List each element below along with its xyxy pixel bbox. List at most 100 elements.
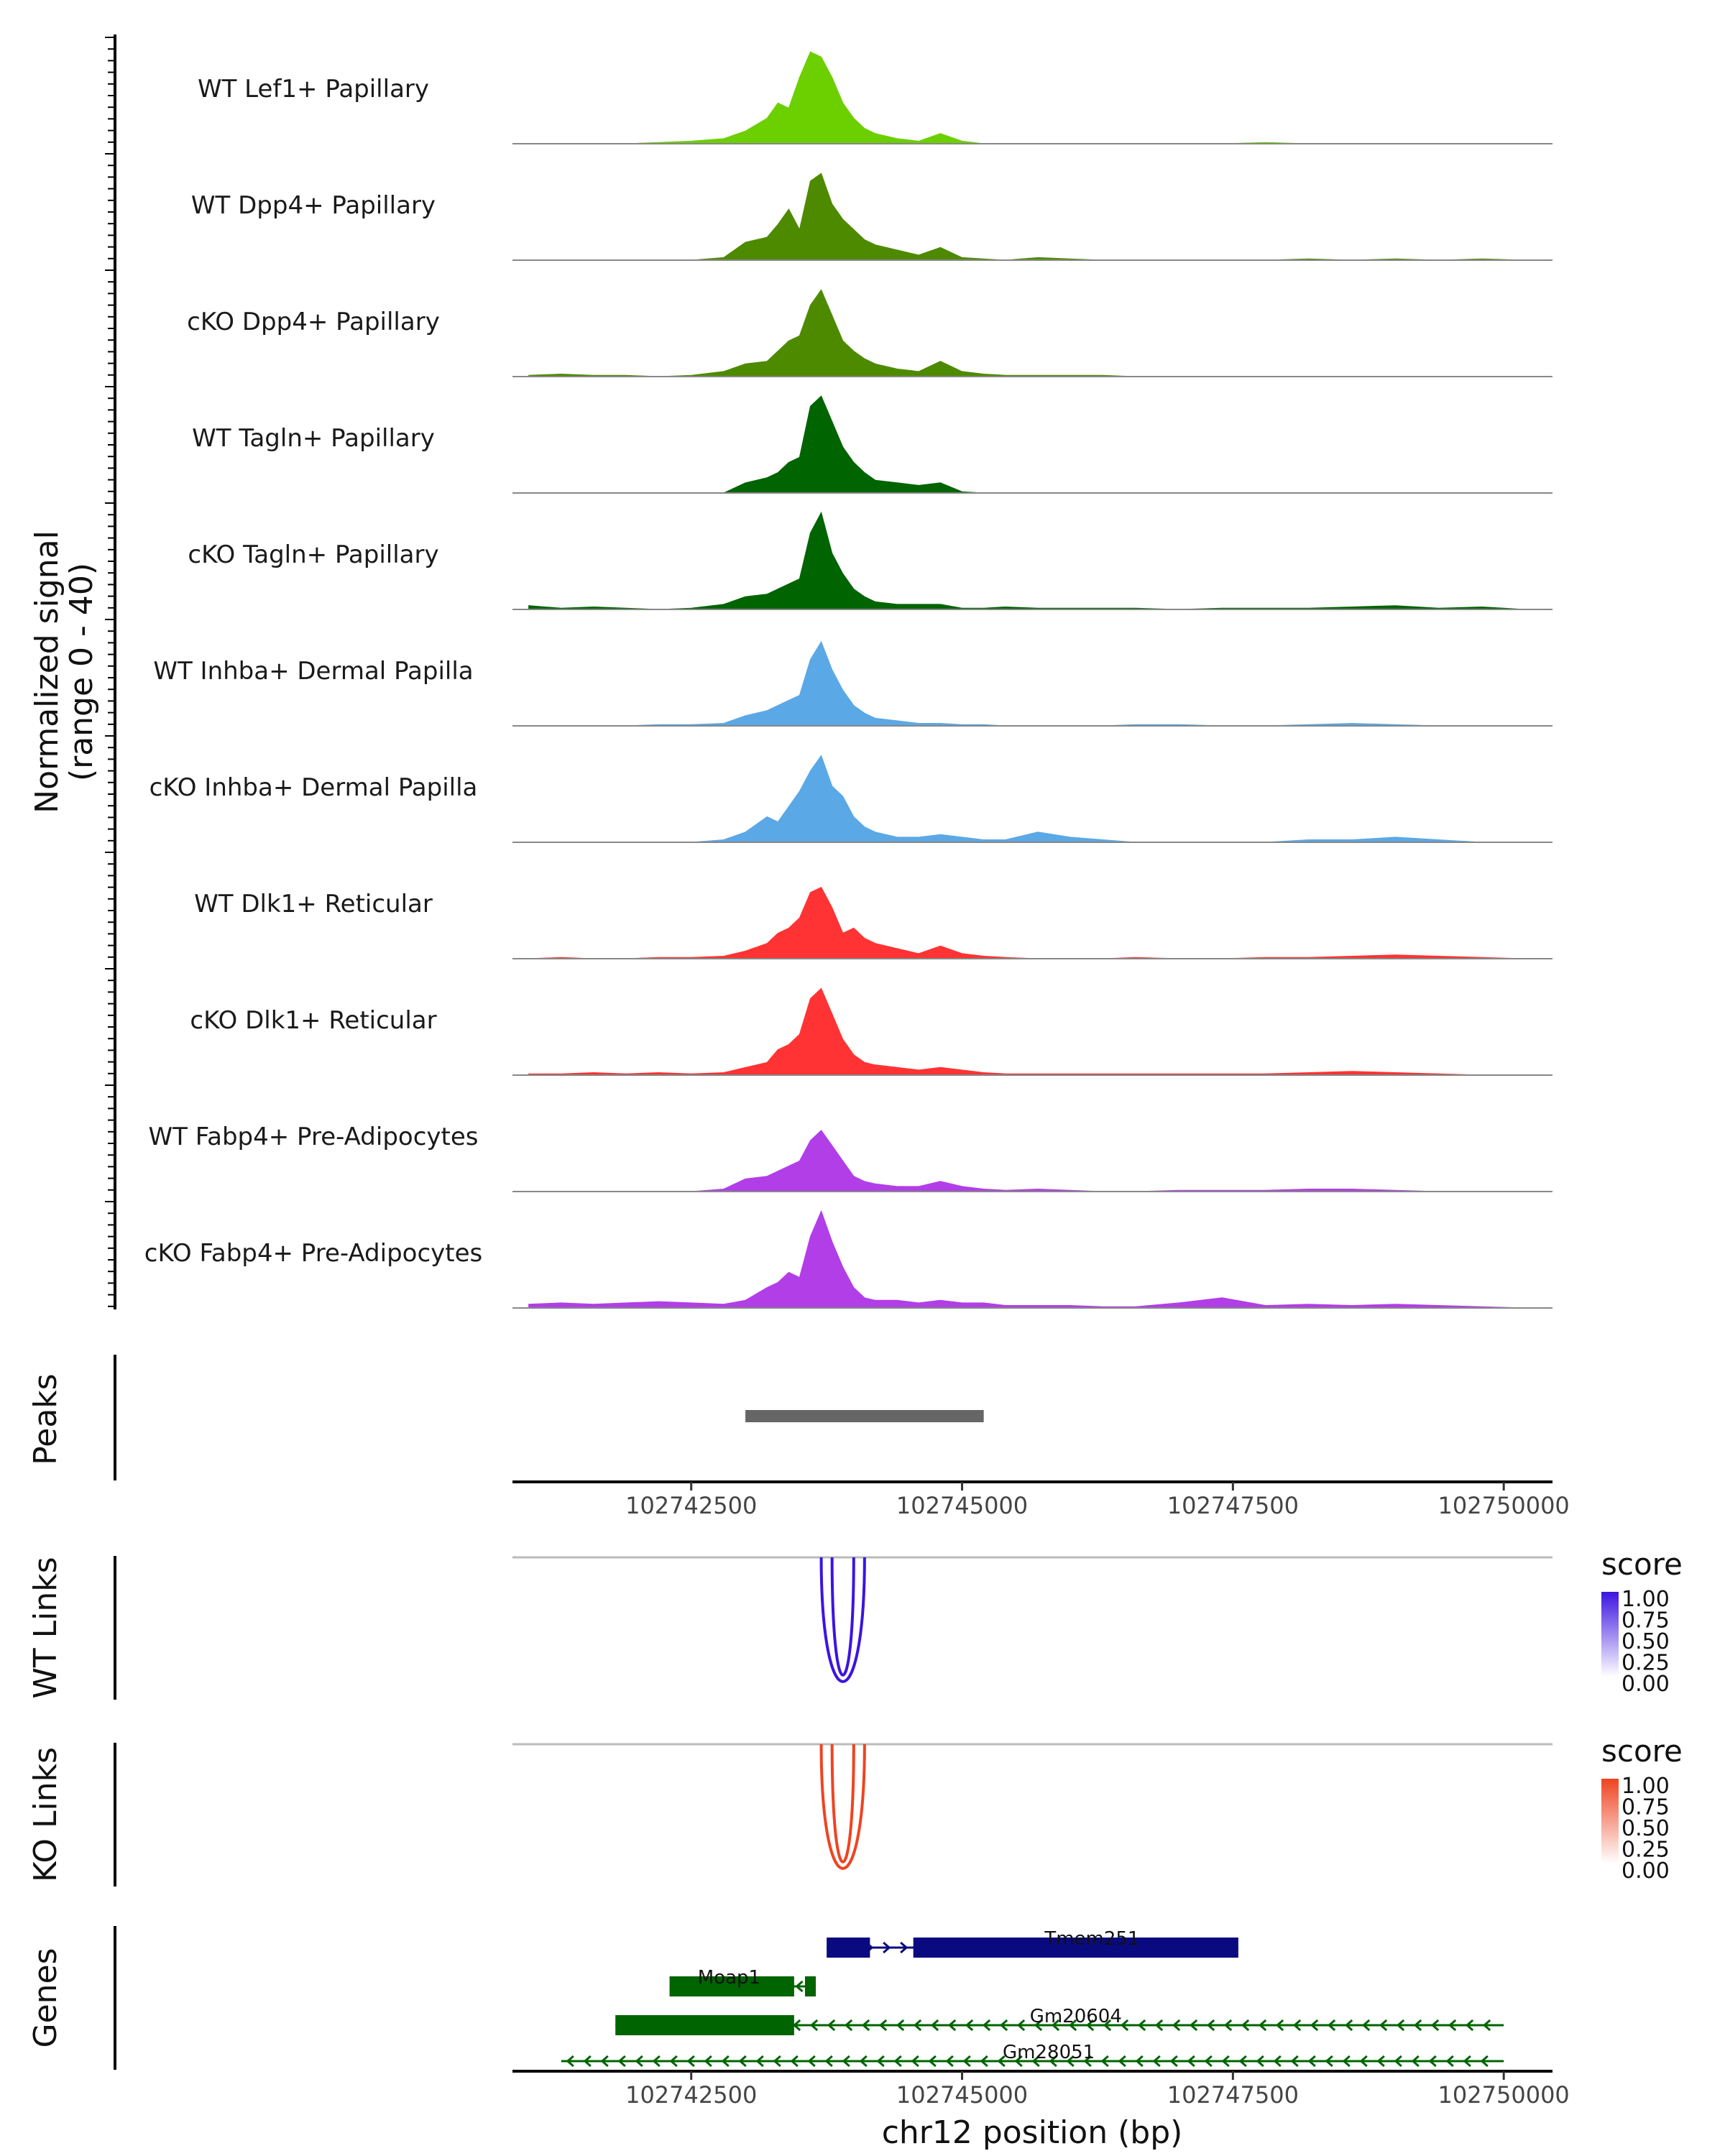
strand-chevron (859, 2055, 868, 2068)
strand-chevron (1034, 2019, 1043, 2032)
gene-model: Gm20604 (615, 2006, 1504, 2035)
strand-chevron (635, 2055, 643, 2068)
legend-tick-label: 0.25 (1622, 1838, 1670, 1863)
strand-chevron (997, 2055, 1006, 2068)
legend-tick-label: 0.75 (1622, 1795, 1670, 1820)
coverage-track: WT Tagln+ Papillary (192, 395, 1552, 494)
x-tick-label: 102750000 (1438, 2081, 1570, 2109)
links-track: WT Links score 1.000.750.500.250.00 (27, 1547, 1683, 1700)
peaks-x-ticks: 102742500 102745000 102747500 102750000 (625, 1482, 1570, 1519)
genes-track-label: Genes (27, 1948, 64, 2047)
legend-tick-label: 0.00 (1622, 1858, 1670, 1884)
gene-exon (615, 2015, 794, 2035)
strand-chevron (1482, 2019, 1491, 2032)
legend-tick-label: 0.50 (1622, 1816, 1670, 1841)
strand-chevron (600, 2055, 609, 2068)
strand-chevron (669, 2055, 678, 2068)
strand-chevron (1394, 2055, 1402, 2068)
strand-chevron (583, 2055, 592, 2068)
strand-chevron (1396, 2019, 1405, 2032)
strand-chevron (1413, 2019, 1422, 2032)
strand-chevron (1290, 2055, 1299, 2068)
strand-chevron (1204, 2055, 1213, 2068)
strand-chevron (861, 2019, 870, 2032)
strand-chevron (1480, 2055, 1489, 2068)
strand-chevron (1031, 2055, 1040, 2068)
strand-chevron (721, 2055, 730, 2068)
coverage-track: cKO Dlk1+ Reticular (190, 987, 1552, 1076)
coverage-area (528, 886, 1526, 959)
strand-chevron (1223, 2019, 1233, 2032)
coverage-track: cKO Dpp4+ Papillary (187, 289, 1552, 377)
strand-chevron (1085, 2019, 1095, 2032)
strand-chevron (1118, 2055, 1126, 2068)
strand-chevron (1256, 2055, 1264, 2068)
gene-label: Gm28051 (1003, 2042, 1095, 2063)
peaks-track-label: Peaks (27, 1373, 64, 1465)
strand-chevron (686, 2055, 695, 2068)
strand-chevron (1411, 2055, 1420, 2068)
strand-chevron (842, 2055, 850, 2068)
strand-chevron (1238, 2055, 1247, 2068)
strand-chevron (1016, 2019, 1026, 2032)
coverage-tracks: WT Lef1+ Papillary WT Dpp4+ Papillary cKO … (144, 51, 1552, 1309)
strand-chevron (755, 2055, 764, 2068)
coverage-area (528, 987, 1526, 1076)
strand-chevron (795, 1980, 804, 1993)
strand-chevron (827, 2019, 836, 2032)
legend-tick-label: 0.00 (1622, 1672, 1670, 1697)
strand-chevron (1430, 2019, 1440, 2032)
coverage-track: WT Lef1+ Papillary (198, 51, 1552, 144)
strand-chevron (1066, 2055, 1075, 2068)
coverage-area (528, 1210, 1526, 1309)
legend-tick-label: 0.25 (1622, 1651, 1670, 1676)
coverage-track: WT Fabp4+ Pre-Adipocytes (149, 1123, 1552, 1192)
strand-chevron (1014, 2055, 1023, 2068)
strand-chevron (1376, 2055, 1385, 2068)
legend-tick-label: 0.75 (1622, 1608, 1670, 1634)
track-label: cKO Inhba+ Dermal Papilla (150, 773, 478, 802)
strand-chevron (617, 2055, 626, 2068)
strand-chevron (1120, 2019, 1129, 2032)
strand-chevron (1379, 2019, 1388, 2032)
x-axis-title: chr12 position (bp) (882, 2114, 1183, 2151)
gene-annotations: Tmem251 Moap1 Gm20604 Gm28051 (561, 1928, 1504, 2068)
strand-chevron (913, 2019, 922, 2032)
strand-chevron (1049, 2055, 1057, 2068)
strand-chevron (1083, 2055, 1092, 2068)
strand-chevron (790, 2055, 799, 2068)
strand-chevron (999, 2019, 1008, 2032)
coverage-area (528, 755, 1526, 843)
strand-chevron (1051, 2019, 1060, 2032)
links-track-label: KO Links (27, 1747, 64, 1882)
legend-colorbar (1601, 1592, 1619, 1677)
coverage-track: cKO Tagln+ Papillary (188, 511, 1552, 610)
y-axis-title-line2: (range 0 - 40) (63, 563, 100, 781)
peak-region (745, 1410, 984, 1422)
strand-chevron (824, 2055, 833, 2068)
link-arc (830, 1557, 855, 1677)
peaks-regions (745, 1410, 984, 1422)
strand-chevron (1310, 2019, 1319, 2032)
strand-chevron (1325, 2055, 1333, 2068)
x-tick-label: 102742500 (625, 1492, 757, 1519)
strand-chevron (1463, 2055, 1471, 2068)
strand-chevron (792, 2019, 801, 2032)
gene-label: Gm20604 (1030, 2006, 1122, 2027)
strand-chevron (1275, 2019, 1284, 2032)
strand-chevron (566, 2055, 574, 2068)
strand-chevron (1241, 2019, 1250, 2032)
strand-chevron (1465, 2019, 1474, 2032)
strand-chevron (980, 2055, 988, 2068)
coverage-area (528, 640, 1526, 727)
track-label: WT Dpp4+ Papillary (191, 191, 436, 220)
coverage-area (528, 289, 1526, 377)
strand-chevron (1135, 2055, 1144, 2068)
coverage-track: cKO Inhba+ Dermal Papilla (150, 755, 1552, 843)
coverage-area (528, 511, 1526, 610)
legend-title: score (1601, 1733, 1683, 1769)
coverage-y-ticks (105, 37, 115, 1307)
link-arc (819, 1743, 866, 1870)
coverage-track: WT Inhba+ Dermal Papilla (153, 640, 1552, 727)
